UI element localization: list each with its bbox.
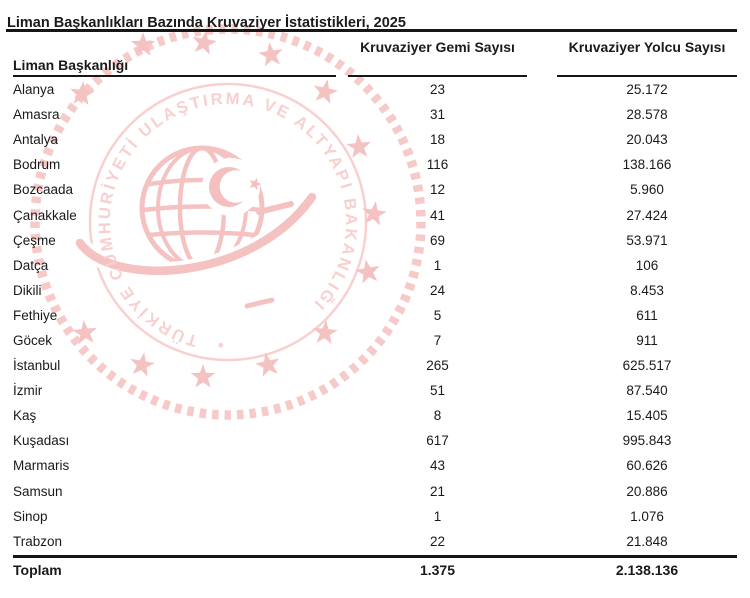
cell-port: Bozcaada <box>13 182 74 198</box>
cell-passengers: 20.886 <box>626 483 668 499</box>
cell-passengers: 8.453 <box>630 282 664 298</box>
cell-passengers: 25.172 <box>626 82 668 98</box>
cell-port: İstanbul <box>13 358 61 374</box>
cell-ships: 617 <box>426 433 449 449</box>
table-row: Göcek 7 911 <box>13 328 737 353</box>
cell-port: Bodrum <box>13 157 61 173</box>
table-total-row: Toplam 1.375 2.138.136 <box>13 558 737 583</box>
crescent-star-icon <box>209 167 264 207</box>
cell-port: Sinop <box>13 508 48 524</box>
cell-port: Alanya <box>13 82 55 98</box>
cell-ships: 12 <box>429 182 446 198</box>
cell-passengers: 138.166 <box>622 157 672 173</box>
table-row: Sinop 1 1.076 <box>13 504 737 529</box>
column-header-ships: Kruvaziyer Gemi Sayısı <box>348 32 527 77</box>
table-row: Fethiye 5 611 <box>13 303 737 328</box>
cell-ships: 31 <box>429 107 446 123</box>
table-row: Datça 1 106 <box>13 253 737 278</box>
table-row: Trabzon 22 21.848 <box>13 529 737 554</box>
cell-ships: 69 <box>429 232 446 248</box>
cell-ships: 41 <box>429 207 446 223</box>
table-row: Bozcaada 12 5.960 <box>13 177 737 202</box>
cell-port: Çeşme <box>13 232 56 248</box>
total-rule <box>13 554 737 558</box>
title-rule <box>6 29 737 32</box>
rope-ring <box>30 24 426 420</box>
cell-passengers: 21.848 <box>626 533 668 549</box>
table-body: Alanya 23 25.172 Amasra 31 28.578 Antaly… <box>13 77 737 554</box>
table-row: Kaş 8 15.405 <box>13 403 737 428</box>
cell-ships: 1 <box>433 508 442 524</box>
cell-ships: 21 <box>429 483 446 499</box>
cell-passengers: 53.971 <box>626 232 668 248</box>
page-title: Liman Başkanlıkları Bazında Kruvaziyer İ… <box>7 14 406 31</box>
column-header-port: Liman Başkanlığı <box>13 32 336 77</box>
table-row: Amasra 31 28.578 <box>13 102 737 127</box>
total-label: Toplam <box>13 562 62 579</box>
cell-ships: 51 <box>429 383 446 399</box>
table-row: Çeşme 69 53.971 <box>13 228 737 253</box>
total-ships: 1.375 <box>419 562 456 579</box>
table-row: İstanbul 265 625.517 <box>13 353 737 378</box>
cell-port: Trabzon <box>13 533 63 549</box>
cell-port: Datça <box>13 257 49 273</box>
cell-passengers: 611 <box>636 307 658 323</box>
cell-port: Amasra <box>13 107 60 123</box>
table-row: İzmir 51 87.540 <box>13 378 737 403</box>
cell-port: Marmaris <box>13 458 70 474</box>
cell-ships: 1 <box>433 257 442 273</box>
cell-port: Fethiye <box>13 307 58 323</box>
cell-ships: 116 <box>426 157 449 173</box>
cell-ships: 22 <box>429 533 446 549</box>
cell-port: İzmir <box>13 383 43 399</box>
cell-passengers: 87.540 <box>626 383 668 399</box>
table-row: Bodrum 116 138.166 <box>13 152 737 177</box>
table-header-row: Liman Başkanlığı Kruvaziyer Gemi Sayısı … <box>13 32 737 77</box>
cell-ships: 8 <box>433 408 442 424</box>
table-row: Antalya 18 20.043 <box>13 127 737 152</box>
cell-port: Dikili <box>13 282 42 298</box>
table-row: Samsun 21 20.886 <box>13 479 737 504</box>
cell-passengers: 15.405 <box>626 408 668 424</box>
cell-ships: 7 <box>433 332 442 348</box>
table-row: Alanya 23 25.172 <box>13 77 737 102</box>
cell-passengers: 995.843 <box>622 433 672 449</box>
cell-ships: 5 <box>433 307 442 323</box>
cell-port: Kuşadası <box>13 433 70 449</box>
orbit-swoosh <box>71 188 321 309</box>
cell-passengers: 1.076 <box>630 508 664 524</box>
cell-port: Göcek <box>13 332 53 348</box>
cell-passengers: 625.517 <box>622 358 672 374</box>
cell-port: Samsun <box>13 483 63 499</box>
column-header-passengers: Kruvaziyer Yolcu Sayısı <box>557 32 737 77</box>
cell-port: Kaş <box>13 408 37 424</box>
cell-port: Çanakkale <box>13 207 77 223</box>
total-passengers: 2.138.136 <box>615 562 679 579</box>
cell-ships: 43 <box>429 458 446 474</box>
cell-ships: 24 <box>429 282 446 298</box>
cell-passengers: 27.424 <box>626 207 668 223</box>
table-row: Çanakkale 41 27.424 <box>13 202 737 227</box>
table-row: Dikili 24 8.453 <box>13 278 737 303</box>
cell-port: Antalya <box>13 132 59 148</box>
cell-ships: 265 <box>426 358 449 374</box>
table-row: Marmaris 43 60.626 <box>13 453 737 478</box>
watermark-ring-separator: • <box>217 336 224 354</box>
cell-passengers: 106 <box>635 257 659 273</box>
cell-ships: 18 <box>429 132 446 148</box>
cell-ships: 23 <box>429 82 446 98</box>
cell-passengers: 911 <box>636 332 658 348</box>
cell-passengers: 20.043 <box>626 132 668 148</box>
cell-passengers: 28.578 <box>626 107 668 123</box>
statistics-table: Liman Başkanlığı Kruvaziyer Gemi Sayısı … <box>13 32 737 583</box>
table-row: Kuşadası 617 995.843 <box>13 428 737 453</box>
cell-passengers: 60.626 <box>626 458 668 474</box>
cell-passengers: 5.960 <box>630 182 664 198</box>
